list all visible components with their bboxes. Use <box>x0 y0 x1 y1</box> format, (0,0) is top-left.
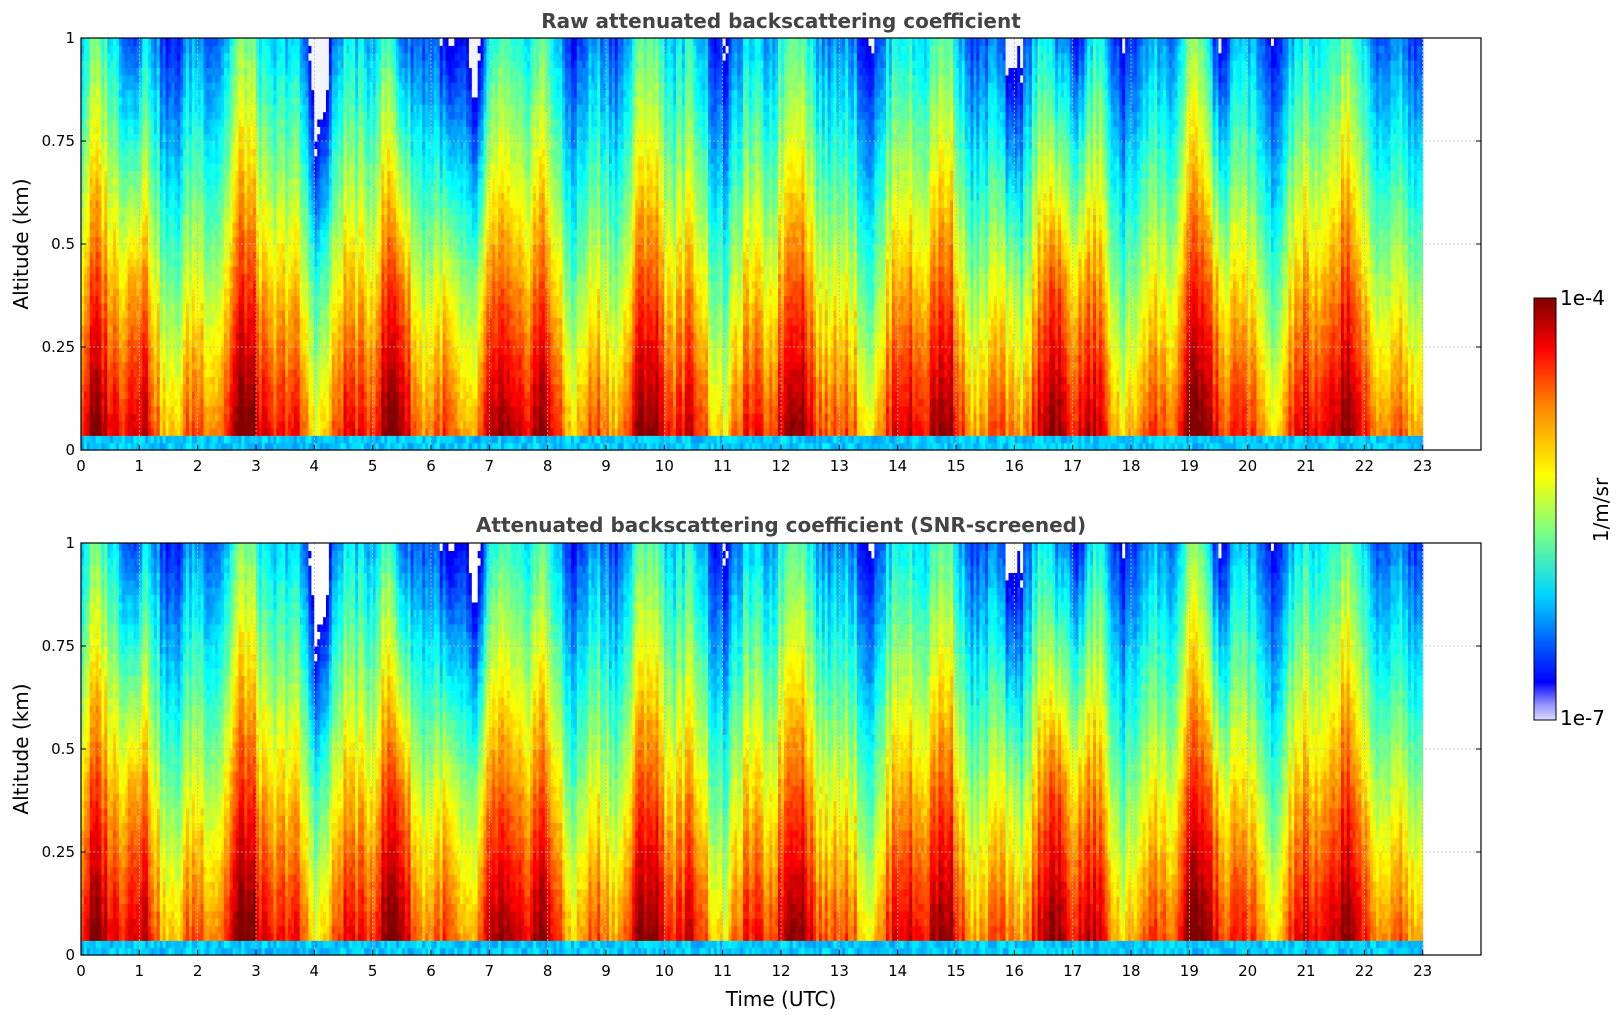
panel-raw: Raw attenuated backscattering coefficien… <box>9 9 1481 475</box>
figure: Raw attenuated backscattering coefficien… <box>0 0 1621 1020</box>
panel-title: Raw attenuated backscattering coefficien… <box>541 9 1021 33</box>
